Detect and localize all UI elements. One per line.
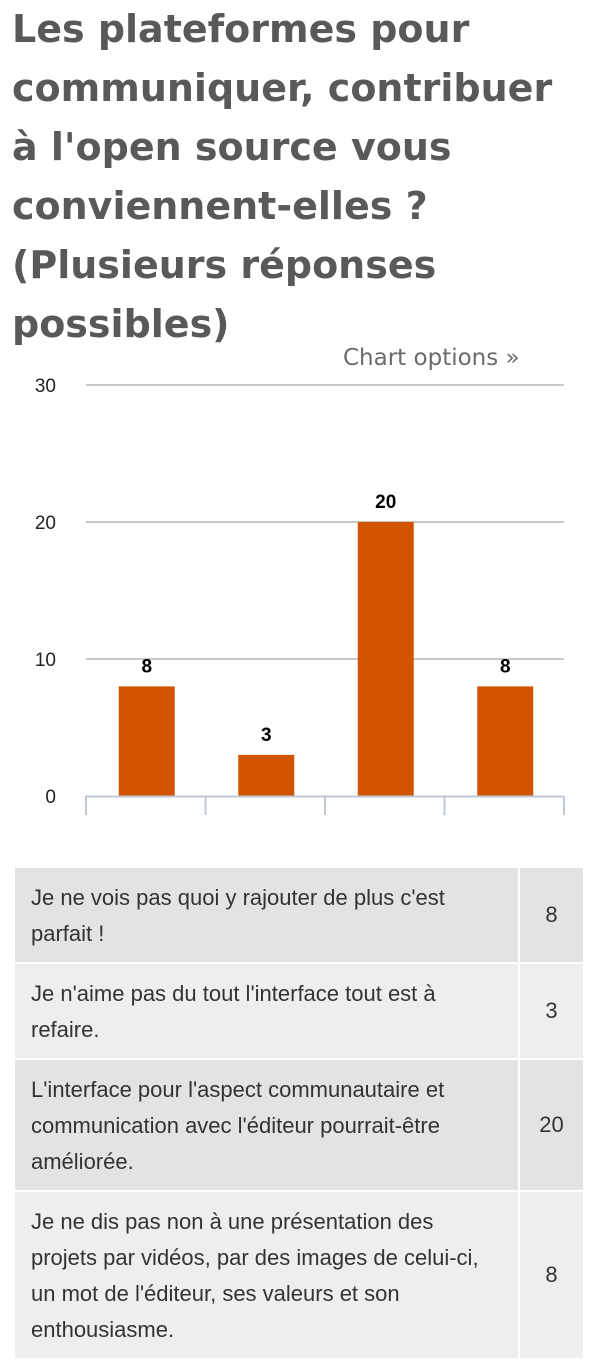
chart-options-link[interactable]: Chart options » bbox=[343, 345, 520, 371]
row-label: L'interface pour l'aspect communautaire … bbox=[13, 1058, 520, 1192]
table-row: Je ne dis pas non à une présentation des… bbox=[13, 1190, 585, 1360]
table-row: Je n'aime pas du tout l'interface tout e… bbox=[13, 962, 585, 1060]
row-label: Je ne dis pas non à une présentation des… bbox=[13, 1190, 520, 1360]
row-count: 3 bbox=[518, 962, 585, 1060]
y-tick-label: 20 bbox=[35, 513, 56, 534]
row-count: 8 bbox=[518, 866, 585, 964]
bar bbox=[477, 686, 534, 796]
row-count: 8 bbox=[518, 1190, 585, 1360]
y-axis-tick-labels: 0 10 20 30 bbox=[35, 376, 56, 808]
bar-value-label: 3 bbox=[261, 725, 272, 746]
results-table: Je ne vois pas quoi y rajouter de plus c… bbox=[13, 866, 585, 1360]
bar bbox=[238, 754, 295, 796]
row-label: Je n'aime pas du tout l'interface tout e… bbox=[13, 962, 520, 1060]
bar-chart: 0 10 20 30 8 3 20 8 bbox=[35, 376, 565, 815]
x-axis bbox=[85, 795, 565, 815]
grid-lines bbox=[86, 384, 564, 660]
page-title: Les plateformes pour communiquer, contri… bbox=[12, 7, 553, 346]
bar bbox=[357, 522, 414, 796]
table-row: L'interface pour l'aspect communautaire … bbox=[13, 1058, 585, 1192]
table-row: Je ne vois pas quoi y rajouter de plus c… bbox=[13, 866, 585, 964]
row-count: 20 bbox=[518, 1058, 585, 1192]
row-label: Je ne vois pas quoi y rajouter de plus c… bbox=[13, 866, 520, 964]
y-tick-label: 0 bbox=[45, 787, 56, 808]
bar bbox=[118, 686, 175, 796]
bars bbox=[118, 522, 534, 796]
bar-value-label: 8 bbox=[500, 656, 511, 677]
y-tick-label: 10 bbox=[35, 650, 56, 671]
bar-data-labels: 8 3 20 8 bbox=[141, 492, 510, 746]
bar-value-label: 20 bbox=[375, 492, 396, 513]
bar-value-label: 8 bbox=[141, 656, 152, 677]
y-tick-label: 30 bbox=[35, 376, 56, 397]
